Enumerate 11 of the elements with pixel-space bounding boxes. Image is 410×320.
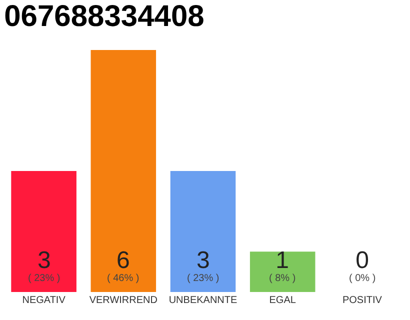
x-tick-label: EGAL <box>269 295 296 306</box>
x-tick-label: VERWIRREND <box>89 295 158 306</box>
data-label: 3 ( 23% ) <box>28 247 60 284</box>
data-label: 1 ( 8% ) <box>269 247 296 284</box>
x-tick-label: POSITIV <box>342 295 382 306</box>
x-tick-label: NEGATIV <box>22 295 66 306</box>
chart-title: 067688334408 <box>4 0 204 33</box>
data-label: 3 ( 23% ) <box>187 247 220 284</box>
data-label: 6 ( 46% ) <box>107 247 140 284</box>
x-tick-label: UNBEKANNTE <box>168 295 238 306</box>
data-label: 0 ( 0% ) <box>349 247 376 284</box>
